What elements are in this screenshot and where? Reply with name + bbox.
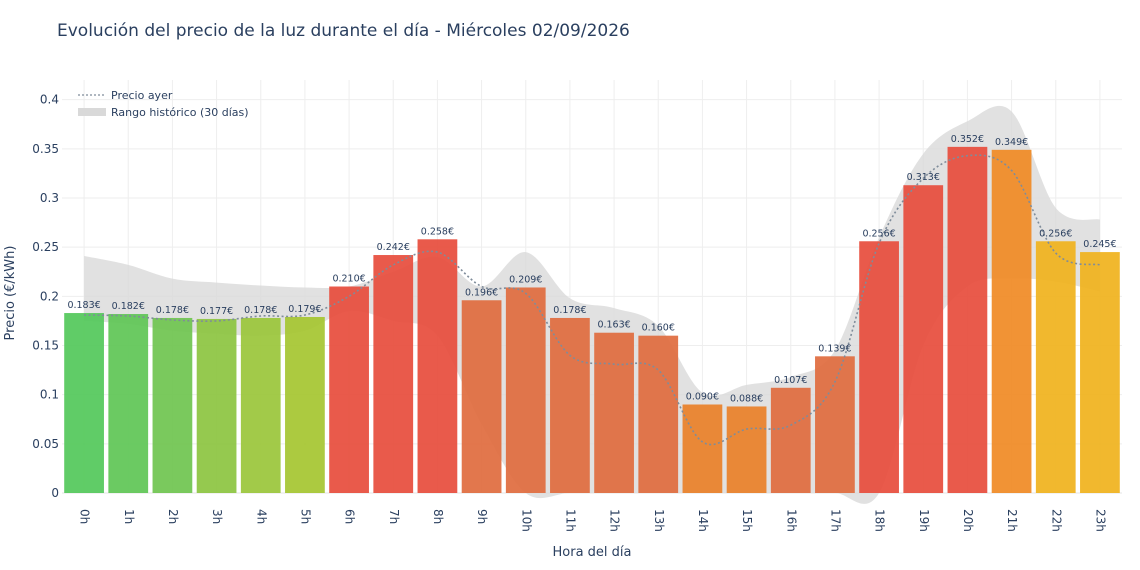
x-tick-label-17h: 17h [828,509,842,532]
data-label-8h: 0.258€ [421,226,454,237]
bar-15h[interactable] [726,406,767,493]
bar-layer [64,146,1120,494]
data-label-17h: 0.139€ [818,343,851,354]
x-tick-label-22h: 22h [1049,509,1063,532]
y-axis-title: Precio (€/kWh) [3,246,18,341]
legend-band-swatch [78,108,106,116]
y-tick-label: 0.1 [40,388,59,402]
yesterday-price-path [84,154,1101,446]
bar-7h[interactable] [373,255,414,493]
data-label-16h: 0.107€ [774,375,807,386]
legend-label-range: Rango histórico (30 días) [111,106,249,119]
bar-12h[interactable] [594,332,634,493]
bar-20h[interactable] [947,146,988,493]
x-tick-label-5h: 5h [298,509,312,524]
x-tick-label-0h: 0h [78,509,92,524]
data-label-13h: 0.160€ [642,323,675,334]
bar-8h[interactable] [417,239,458,493]
x-tick-label-13h: 13h [652,509,666,532]
bar-11h[interactable] [550,317,590,493]
x-tick-label-4h: 4h [254,509,268,524]
legend-label-yesterday: Precio ayer [111,89,173,102]
bar-23h[interactable] [1080,252,1120,493]
x-tick-label-21h: 21h [1005,509,1019,532]
bar-0h[interactable] [64,313,104,493]
x-tick-label-14h: 14h [696,509,710,532]
y-tick-label: 0 [51,486,59,500]
data-label-18h: 0.256€ [862,228,895,239]
bar-4h[interactable] [240,317,281,493]
y-tick-label: 0.15 [32,339,59,353]
bar-21h[interactable] [991,149,1032,494]
data-label-4h: 0.178€ [244,305,277,316]
data-label-21h: 0.349€ [995,137,1028,148]
y-tick-label: 0.2 [40,289,59,303]
data-label-6h: 0.210€ [332,274,365,285]
x-tick-label-6h: 6h [343,509,357,524]
y-tick-label: 0.3 [40,191,59,205]
data-label-22h: 0.256€ [1039,228,1072,239]
bar-13h[interactable] [638,335,679,493]
data-label-7h: 0.242€ [377,242,410,253]
data-label-5h: 0.179€ [288,304,321,315]
data-label-19h: 0.313€ [907,172,940,183]
y-tick-label: 0.25 [32,240,59,254]
x-tick-label-23h: 23h [1093,509,1107,532]
x-tick-label-7h: 7h [387,509,401,524]
x-tick-label-8h: 8h [431,509,445,524]
yesterday-price-line [84,154,1101,446]
x-tick-label-9h: 9h [475,509,489,524]
data-label-9h: 0.196€ [465,287,498,298]
y-tick-label: 0.4 [40,93,59,107]
bar-22h[interactable] [1035,241,1076,493]
data-label-3h: 0.177€ [200,306,233,317]
bar-14h[interactable] [682,404,723,494]
x-tick-label-3h: 3h [210,509,224,524]
x-tick-label-19h: 19h [917,509,931,532]
y-tick-label: 0.35 [32,142,59,156]
x-tick-label-18h: 18h [873,509,887,532]
x-tick-label-12h: 12h [608,509,622,532]
axis-layer: 0 0.05 0.1 0.15 0.2 0.25 0.3 0.35 0.4 0h 1h 2h 3h 4h 5… [32,93,1107,532]
x-tick-label-16h: 16h [784,509,798,532]
bar-1h[interactable] [108,314,149,493]
bar-5h[interactable] [285,316,325,493]
data-label-0h: 0.183€ [67,300,100,311]
data-label-layer: 0.183€ 0.182€ 0.178€ 0.177€ 0.178€ 0.179€ 0.21… [67,134,1116,405]
x-tick-label-1h: 1h [122,509,136,524]
data-label-1h: 0.182€ [112,301,145,312]
bar-6h[interactable] [329,286,369,494]
legend: Precio ayer Rango histórico (30 días) [78,89,249,119]
data-label-15h: 0.088€ [730,393,763,404]
data-label-2h: 0.178€ [156,305,189,316]
x-tick-label-2h: 2h [166,509,180,524]
data-label-12h: 0.163€ [597,320,630,331]
bar-16h[interactable] [770,387,811,493]
bar-18h[interactable] [859,241,899,493]
chart-title: Evolución del precio de la luz durante e… [57,21,630,41]
x-tick-label-20h: 20h [961,509,975,532]
data-label-20h: 0.352€ [951,134,984,145]
bar-17h[interactable] [815,356,855,493]
x-tick-label-15h: 15h [740,509,754,532]
data-label-23h: 0.245€ [1083,239,1116,250]
x-axis-title: Hora del día [553,545,632,560]
bar-9h[interactable] [461,300,502,493]
bar-10h[interactable] [505,287,546,493]
bar-2h[interactable] [152,317,193,493]
x-tick-label-11h: 11h [563,509,577,532]
bar-3h[interactable] [196,318,237,493]
data-label-11h: 0.178€ [553,305,586,316]
data-label-10h: 0.209€ [509,274,542,285]
x-tick-label-10h: 10h [519,509,533,532]
data-label-14h: 0.090€ [686,392,719,403]
y-tick-label: 0.05 [32,437,59,451]
bar-19h[interactable] [903,185,944,493]
